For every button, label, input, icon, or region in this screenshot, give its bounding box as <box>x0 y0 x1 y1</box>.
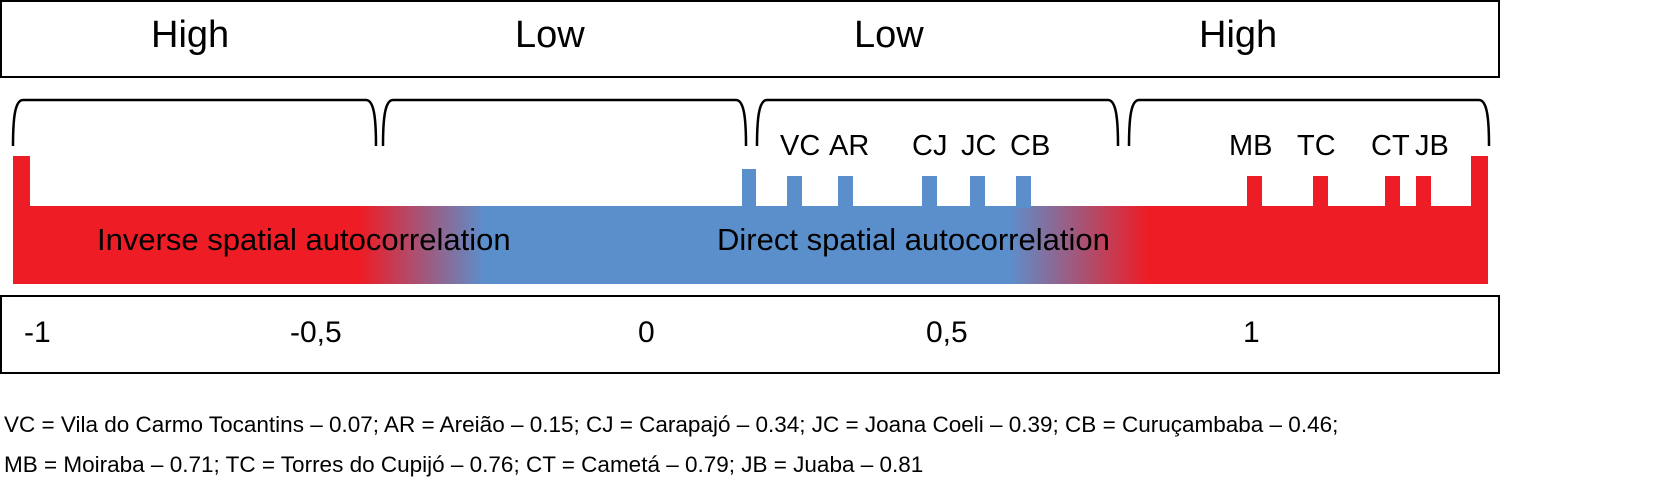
range-bracket <box>1127 98 1491 147</box>
locality-bars <box>787 176 1431 208</box>
axis-tick-label: 1 <box>1243 316 1260 349</box>
legend-line-1: VC = Vila do Carmo Tocantins – 0.07; AR … <box>4 412 1339 437</box>
locality-bar-vc <box>787 176 802 208</box>
end-bar-right <box>1471 156 1488 208</box>
range-brackets <box>11 98 1491 147</box>
axis-box <box>0 295 1500 374</box>
category-box <box>0 0 1500 78</box>
locality-code-tc: TC <box>1297 130 1336 162</box>
category-label-high-left: High <box>151 14 230 56</box>
locality-bar-jc <box>970 176 985 208</box>
locality-bar-cj <box>922 176 937 208</box>
locality-bar-cb <box>1016 176 1031 208</box>
locality-code-cb: CB <box>1010 130 1051 162</box>
direct-autocorrelation-label: Direct spatial autocorrelation <box>717 222 1110 257</box>
locality-code-cj: CJ <box>912 130 948 162</box>
zero-marker-bar <box>742 169 756 208</box>
range-bracket <box>381 98 748 147</box>
inverse-autocorrelation-label: Inverse spatial autocorrelation <box>97 222 511 257</box>
locality-code-ar: AR <box>829 130 870 162</box>
category-label-low-right: Low <box>854 14 924 56</box>
locality-bar-tc <box>1313 176 1328 208</box>
locality-code-jc: JC <box>961 130 997 162</box>
category-label-low-left: Low <box>515 14 585 56</box>
end-bar-left <box>13 156 30 208</box>
locality-code-ct: CT <box>1371 130 1410 162</box>
range-bracket <box>755 98 1120 147</box>
locality-bar-jb <box>1416 176 1431 208</box>
axis-tick-label: 0,5 <box>926 316 968 349</box>
locality-code-jb: JB <box>1415 130 1449 162</box>
axis-tick-label: -0,5 <box>290 316 342 349</box>
locality-code-mb: MB <box>1229 130 1273 162</box>
locality-code-vc: VC <box>780 130 821 162</box>
range-bracket <box>11 98 378 147</box>
locality-bar-ct <box>1385 176 1400 208</box>
legend-line-2: MB = Moiraba – 0.71; TC = Torres do Cupi… <box>4 452 924 477</box>
axis-tick-label: -1 <box>24 316 51 349</box>
axis-tick-label: 0 <box>638 316 655 349</box>
locality-bar-mb <box>1247 176 1262 208</box>
locality-bar-ar <box>838 176 853 208</box>
autocorrelation-band <box>13 206 1488 284</box>
category-label-high-right: High <box>1199 14 1278 56</box>
